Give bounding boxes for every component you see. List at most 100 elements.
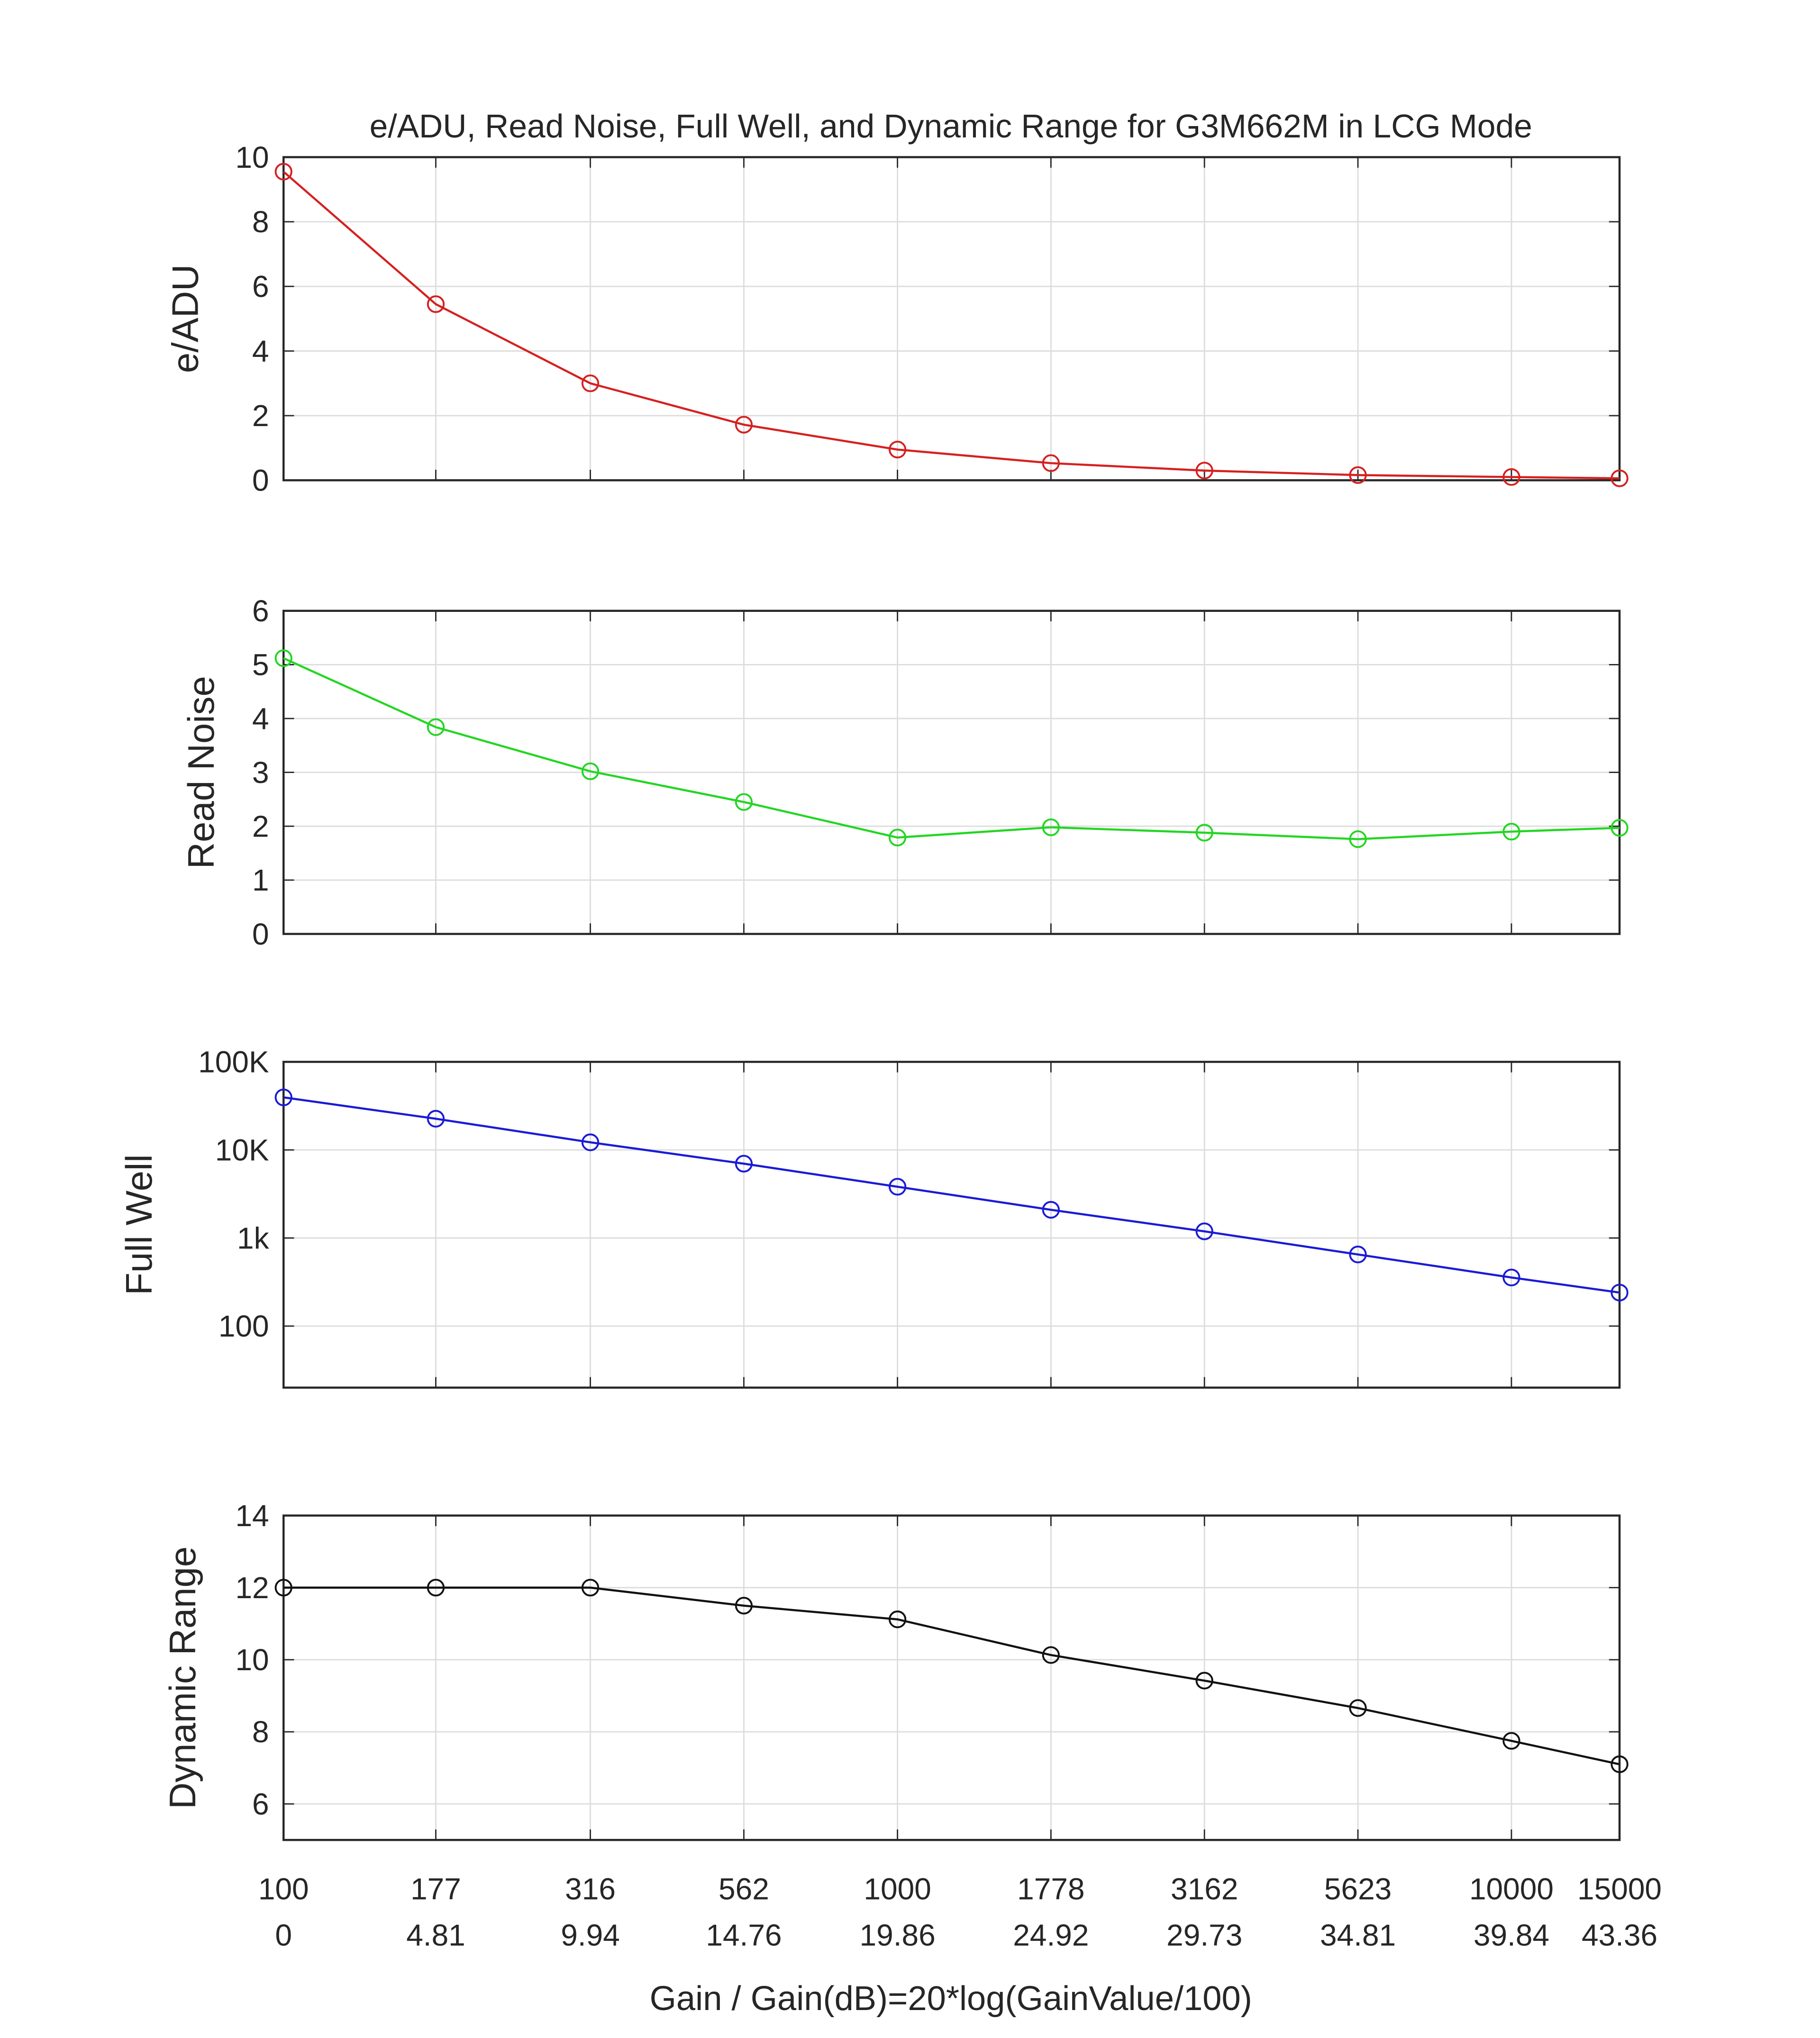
y-tick-label: 2 (252, 810, 269, 844)
data-point (427, 1579, 445, 1597)
x-tick-label-gain: 562 (719, 1872, 769, 1906)
data-point (1195, 1672, 1213, 1690)
y-axis-label: e/ADU (164, 264, 206, 373)
y-tick-label: 1 (252, 863, 269, 897)
data-point (1349, 1246, 1367, 1264)
y-tick-label: 8 (252, 205, 269, 239)
x-tick-label-db: 4.81 (406, 1918, 465, 1952)
y-tick-label: 5 (252, 648, 269, 682)
data-point (274, 649, 292, 667)
data-point (888, 1610, 907, 1629)
data-point (1195, 824, 1213, 842)
data-point (274, 163, 292, 181)
x-tick-label-gain: 100 (258, 1872, 309, 1906)
x-tick-label-db: 14.76 (706, 1918, 782, 1952)
y-tick-label: 10 (235, 140, 269, 174)
x-tick-label-db: 9.94 (561, 1918, 620, 1952)
data-point (735, 416, 753, 434)
data-point (1195, 1222, 1213, 1240)
y-tick-label: 8 (252, 1715, 269, 1749)
data-point (735, 1597, 753, 1615)
data-point (1042, 1201, 1060, 1219)
y-tick-label: 3 (252, 755, 269, 790)
y-tick-label: 0 (252, 464, 269, 498)
y-tick-label: 6 (252, 1787, 269, 1821)
data-point (888, 440, 907, 459)
x-tick-label-db: 29.73 (1166, 1918, 1242, 1952)
y-tick-label: 10K (215, 1133, 269, 1167)
x-tick-label-db: 43.36 (1582, 1918, 1657, 1952)
x-tick-label-gain: 316 (565, 1872, 616, 1906)
data-point (735, 793, 753, 811)
y-axis-label: Full Well (118, 1154, 160, 1295)
data-point (735, 1155, 753, 1173)
data-point (581, 374, 600, 392)
data-point (1502, 822, 1520, 841)
series-line (283, 1586, 1620, 1765)
series-line (283, 657, 1620, 840)
data-point (888, 1178, 907, 1196)
data-point (888, 828, 907, 846)
x-tick-label-gain: 1000 (864, 1872, 931, 1906)
panel-4: 6 8 10 12 14 Dynamic Range (162, 1499, 1629, 1841)
x-tick-label-db: 34.81 (1320, 1918, 1396, 1952)
y-tick-label: 4 (252, 701, 269, 736)
axes-box (282, 156, 1621, 482)
data-point (1195, 462, 1213, 480)
data-point (1502, 1268, 1520, 1287)
x-tick-label-db: 19.86 (860, 1918, 936, 1952)
y-tick-label: 100K (198, 1045, 269, 1079)
data-point (1611, 819, 1629, 837)
data-point (581, 762, 600, 781)
y-tick-label: 4 (252, 334, 269, 368)
data-point (581, 1579, 600, 1597)
x-tick-label-gain: 15000 (1577, 1872, 1662, 1906)
data-point (1042, 454, 1060, 472)
data-point (427, 1110, 445, 1128)
x-tick-label-gain: 177 (410, 1872, 461, 1906)
data-point (1349, 1699, 1367, 1717)
x-tick-label-db: 24.92 (1013, 1918, 1089, 1952)
x-tick-label-db: 39.84 (1474, 1918, 1549, 1952)
data-point (1502, 1732, 1520, 1750)
y-tick-label: 6 (252, 270, 269, 304)
data-point (1042, 1646, 1060, 1664)
chart-title: e/ADU, Read Noise, Full Well, and Dynami… (370, 108, 1532, 145)
y-tick-label: 14 (235, 1499, 269, 1533)
data-point (1349, 466, 1367, 484)
data-point (1349, 830, 1367, 848)
x-tick-label-gain: 5623 (1324, 1872, 1392, 1906)
axes-box (282, 1061, 1621, 1389)
data-point (427, 718, 445, 736)
y-tick-label: 100 (218, 1309, 269, 1343)
x-tick-label-gain: 1778 (1017, 1872, 1084, 1906)
axes-box (282, 610, 1621, 935)
y-tick-label: 12 (235, 1571, 269, 1605)
y-tick-label: 10 (235, 1643, 269, 1677)
panel-2: 0 1 2 3 4 5 6 Read Noise (180, 594, 1629, 951)
y-tick-label: 6 (252, 594, 269, 628)
y-axis-label: Dynamic Range (162, 1547, 203, 1809)
x-axis-label: Gain / Gain(dB)=20*log(GainValue/100) (650, 1980, 1252, 2018)
data-point (1611, 1283, 1629, 1301)
x-tick-label-db: 0 (275, 1918, 292, 1952)
data-point (274, 1579, 292, 1597)
x-tick-label-gain: 10000 (1469, 1872, 1554, 1906)
data-point (1611, 1755, 1629, 1774)
panel-1: 0 2 4 6 8 10 e/ADU (164, 140, 1629, 498)
data-point (1611, 469, 1629, 487)
data-point (1502, 468, 1520, 486)
data-point (427, 295, 445, 313)
series-line (282, 171, 1620, 480)
data-point (581, 1133, 600, 1151)
x-tick-label-gain: 3162 (1171, 1872, 1238, 1906)
y-axis-label: Read Noise (180, 676, 222, 869)
data-point (274, 1088, 292, 1107)
axes-box (282, 1514, 1621, 1841)
y-tick-label: 2 (252, 399, 269, 433)
y-tick-label: 1k (237, 1221, 270, 1255)
panel-3: 100 1k 10K 100K Full Well (118, 1045, 1629, 1389)
data-point (1042, 818, 1060, 837)
